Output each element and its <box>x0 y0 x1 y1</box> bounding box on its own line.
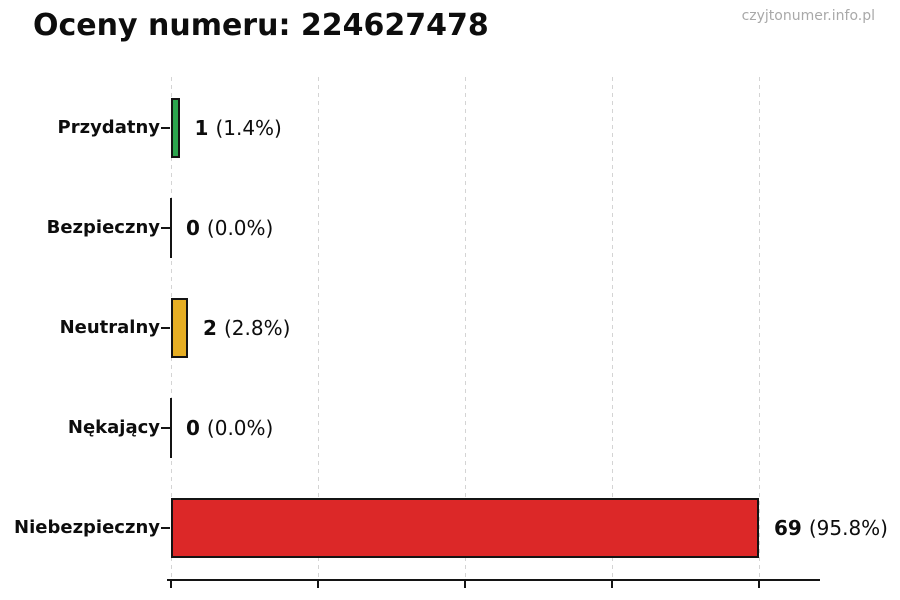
value-label: 0 (0.0%) <box>186 213 273 243</box>
category-label: Przydatny <box>57 117 160 138</box>
gridline <box>759 77 760 580</box>
y-axis-tick <box>161 227 170 229</box>
value-label: 2 (2.8%) <box>203 313 290 343</box>
x-axis-tick <box>611 581 613 588</box>
value-number: 69 <box>774 516 802 540</box>
value-percent: (0.0%) <box>206 416 274 440</box>
bar <box>171 498 759 558</box>
gridline <box>465 77 466 580</box>
y-axis-tick <box>161 527 170 529</box>
value-percent: (95.8%) <box>808 516 888 540</box>
value-percent: (0.0%) <box>206 216 274 240</box>
value-label: 0 (0.0%) <box>186 413 273 443</box>
bar <box>171 298 188 358</box>
gridline <box>318 77 319 580</box>
bar <box>171 98 180 158</box>
category-label: Niebezpieczny <box>14 517 160 538</box>
value-number: 0 <box>186 416 200 440</box>
zero-bar <box>170 198 172 258</box>
x-axis-tick <box>317 581 319 588</box>
category-label: Neutralny <box>59 317 160 338</box>
y-axis-tick <box>161 327 170 329</box>
y-axis-tick <box>161 427 170 429</box>
value-number: 2 <box>203 316 217 340</box>
value-label: 69 (95.8%) <box>774 513 888 543</box>
watermark: czyjtonumer.info.pl <box>741 8 875 24</box>
x-axis-tick <box>464 581 466 588</box>
value-percent: (2.8%) <box>223 316 291 340</box>
value-number: 1 <box>194 116 209 140</box>
x-axis-tick <box>758 581 760 588</box>
gridline <box>612 77 613 580</box>
x-axis-tick <box>170 581 172 588</box>
value-percent: (1.4%) <box>215 116 282 140</box>
value-label: 1 (1.4%) <box>195 113 282 143</box>
value-number: 0 <box>186 216 200 240</box>
category-label: Bezpieczny <box>46 217 160 238</box>
x-axis <box>167 579 820 581</box>
category-label: Nękający <box>67 417 160 438</box>
y-axis-tick <box>161 127 170 129</box>
zero-bar <box>170 398 172 458</box>
chart-title: Oceny numeru: 224627478 <box>33 8 489 43</box>
